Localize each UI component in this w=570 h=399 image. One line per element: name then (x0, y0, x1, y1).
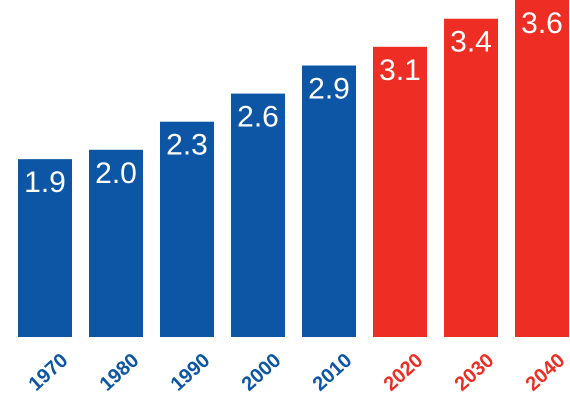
x-tick-label-2010: 2010 (309, 349, 357, 395)
bars-group (18, 0, 569, 338)
x-tick-labels-group: 1970 1980 1990 2000 2010 2020 2030 2040 (25, 349, 570, 395)
value-label-2000: 2.6 (237, 101, 279, 134)
bar-2020 (373, 46, 427, 338)
x-tick-label-1980: 1980 (96, 349, 144, 395)
value-label-2040: 3.6 (521, 7, 563, 40)
value-label-2020: 3.1 (379, 54, 421, 87)
bar-1990 (160, 121, 214, 337)
value-labels-group: 1.9 2.0 2.3 2.6 2.9 3.1 3.4 3.6 (24, 7, 563, 199)
value-label-1980: 2.0 (95, 157, 137, 190)
value-label-1990: 2.3 (166, 129, 208, 162)
x-tick-label-1970: 1970 (25, 349, 73, 395)
bar-2040 (515, 0, 569, 337)
x-tick-label-2020: 2020 (380, 349, 428, 395)
bar-2010 (302, 65, 356, 338)
bar-1980 (89, 149, 143, 337)
x-tick-label-1990: 1990 (167, 349, 215, 395)
x-tick-label-2030: 2030 (451, 349, 499, 395)
bar-1970 (18, 159, 72, 337)
bar-2000 (231, 93, 285, 337)
bar-2030 (444, 18, 498, 337)
value-label-2010: 2.9 (308, 73, 350, 106)
x-tick-label-2000: 2000 (238, 349, 286, 395)
x-tick-label-2040: 2040 (522, 349, 570, 395)
value-label-2030: 3.4 (450, 26, 492, 59)
value-label-1970: 1.9 (24, 166, 66, 199)
